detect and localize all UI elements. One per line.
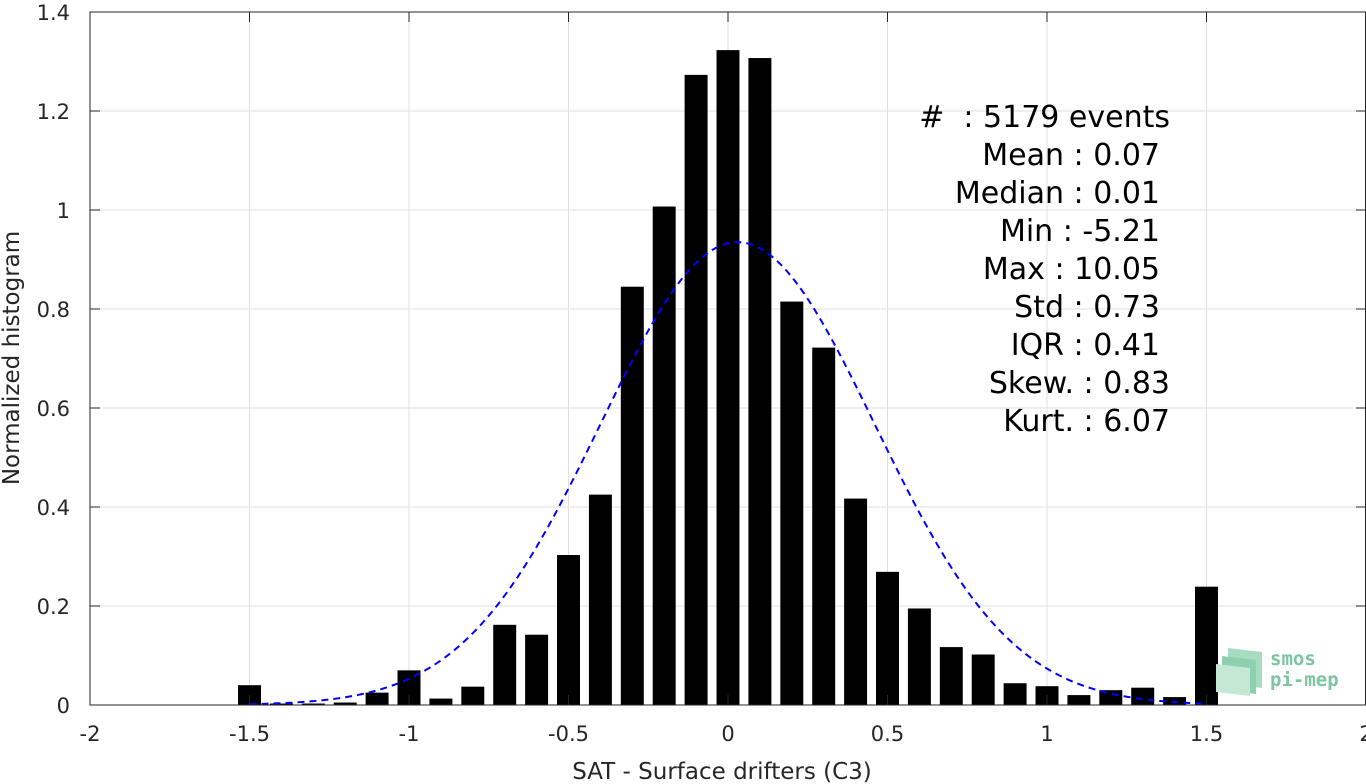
stats-line: Skew. : 0.83 [989, 366, 1170, 401]
y-tick-labels: 0 0.2 0.4 0.6 0.8 1 1.2 1.4 [37, 1, 70, 718]
y-tick-label: 0.6 [37, 397, 70, 421]
x-tick-label: -1 [399, 722, 420, 746]
y-tick-label: 0.8 [37, 298, 70, 322]
logo-text-pi-mep: pi-mep [1270, 669, 1339, 691]
stats-line: Median : 0.01 [955, 176, 1160, 211]
histogram-bar [461, 686, 485, 705]
histogram-bar [652, 206, 676, 705]
stats-line: IQR : 0.41 [1011, 328, 1160, 363]
x-tick-label: -0.5 [548, 722, 589, 746]
histogram-bar [1195, 586, 1218, 705]
histogram-bar [939, 647, 963, 705]
logo-graphic-icon [1216, 648, 1262, 696]
x-tick-label: 0 [721, 722, 734, 746]
x-tick-label: 2 [1359, 722, 1366, 746]
x-tick-label: -1.5 [229, 722, 270, 746]
histogram-bar [844, 498, 868, 705]
histogram-bar [620, 286, 644, 705]
histogram-bar [301, 703, 325, 705]
x-tick-label: 0.5 [871, 722, 904, 746]
stats-line: Mean : 0.07 [982, 138, 1160, 173]
stats-line: Kurt. : 6.07 [1003, 404, 1170, 439]
y-tick-label: 0 [57, 694, 70, 718]
x-tick-label: -2 [80, 722, 101, 746]
y-tick-label: 1 [57, 199, 70, 223]
stats-line: Max : 10.05 [983, 252, 1160, 287]
y-tick-label: 0.2 [37, 595, 70, 619]
histogram-bar [748, 58, 772, 706]
histogram-bar [1003, 683, 1027, 705]
axis-ticks [89, 11, 1366, 706]
histogram-bar [525, 634, 549, 705]
y-axis-label: Normalized histogram [0, 231, 25, 485]
histogram-bar [684, 74, 708, 706]
histogram-bar [780, 301, 804, 705]
histogram-bar [557, 555, 580, 705]
histogram-bar [1131, 687, 1155, 705]
y-tick-label: 0.4 [37, 496, 70, 520]
histogram-bar [397, 670, 421, 705]
y-tick-label: 1.2 [37, 100, 70, 124]
stats-line: Min : -5.21 [1000, 214, 1160, 249]
histogram-bar [269, 703, 293, 705]
logo-text-smos: smos [1270, 648, 1316, 670]
histogram-bar [365, 692, 389, 705]
histogram-bar [333, 702, 357, 705]
smos-pi-mep-logo: smos pi-mep [1216, 648, 1339, 696]
histogram-bar [907, 608, 931, 705]
x-axis-label: SAT - Surface drifters (C3) [572, 759, 872, 784]
histogram-bar [812, 347, 836, 705]
histogram-bars [238, 50, 1218, 706]
histogram-bar [971, 654, 995, 705]
stats-line: # : 5179 events [919, 100, 1170, 135]
histogram-bar [716, 50, 740, 706]
histogram-bar [1067, 695, 1091, 705]
normal-fit-curve [249, 241, 1207, 706]
stats-line: Std : 0.73 [1014, 290, 1160, 325]
histogram-bar [588, 494, 612, 705]
histogram-bar [493, 624, 517, 705]
histogram-bar [429, 698, 453, 705]
x-tick-labels: -2 -1.5 -1 -0.5 0 0.5 1 1.5 2 [80, 722, 1366, 746]
histogram-bar [1163, 697, 1187, 705]
x-tick-label: 1.5 [1190, 722, 1223, 746]
x-tick-label: 1 [1040, 722, 1053, 746]
y-tick-label: 1.4 [37, 1, 70, 25]
histogram-bar [876, 571, 899, 705]
